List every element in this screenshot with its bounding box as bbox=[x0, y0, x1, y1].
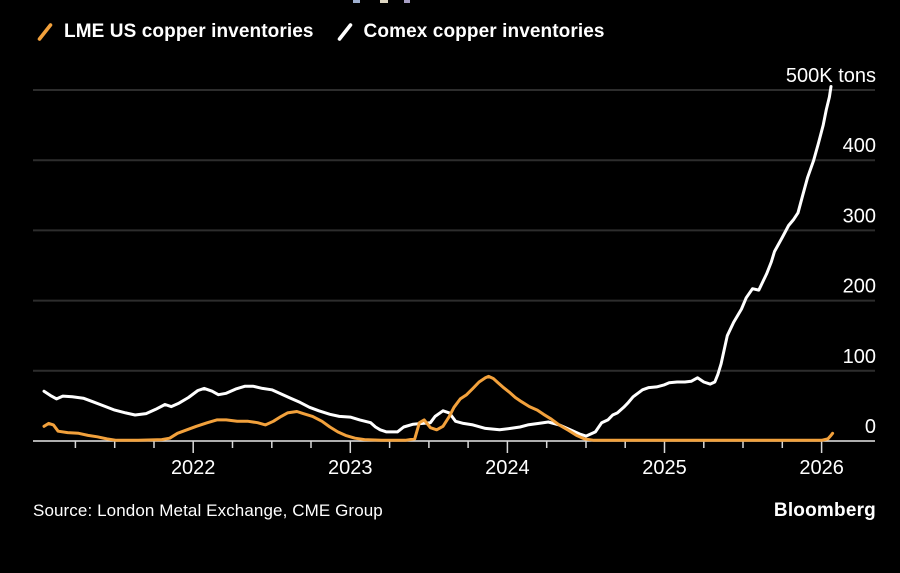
legend-item-comex: Comex copper inventories bbox=[336, 21, 605, 43]
x-axis-label-2026: 2026 bbox=[799, 457, 844, 479]
legend-item-lme: LME US copper inventories bbox=[36, 21, 314, 43]
y-axis-label-200: 200 bbox=[843, 276, 876, 298]
y-axis-label-300: 300 bbox=[843, 205, 876, 227]
x-axis-label-2023: 2023 bbox=[328, 457, 373, 479]
clipped-title-fragment bbox=[353, 0, 360, 3]
y-axis-label-400: 400 bbox=[843, 135, 876, 157]
lme-series-slash-icon bbox=[37, 23, 53, 41]
y-axis-label-0: 0 bbox=[865, 416, 876, 438]
x-axis-label-2025: 2025 bbox=[642, 457, 687, 479]
legend-label-comex: Comex copper inventories bbox=[363, 21, 605, 42]
series-line-lme bbox=[42, 374, 835, 442]
y-axis-label-500: 500K tons bbox=[786, 65, 876, 87]
comex-series-slash-icon bbox=[337, 23, 352, 41]
clipped-title-fragment bbox=[404, 0, 410, 3]
x-axis-label-2022: 2022 bbox=[171, 457, 216, 479]
legend-label-lme: LME US copper inventories bbox=[64, 21, 314, 42]
source-attribution: Source: London Metal Exchange, CME Group bbox=[33, 501, 383, 520]
series-line-comex bbox=[42, 85, 833, 438]
y-axis-label-100: 100 bbox=[843, 346, 876, 368]
x-axis-label-2024: 2024 bbox=[485, 457, 530, 479]
bloomberg-logo: Bloomberg bbox=[773, 500, 876, 521]
chart-legend: LME US copper inventories Comex copper i… bbox=[36, 21, 605, 43]
clipped-title-fragment bbox=[380, 0, 388, 3]
